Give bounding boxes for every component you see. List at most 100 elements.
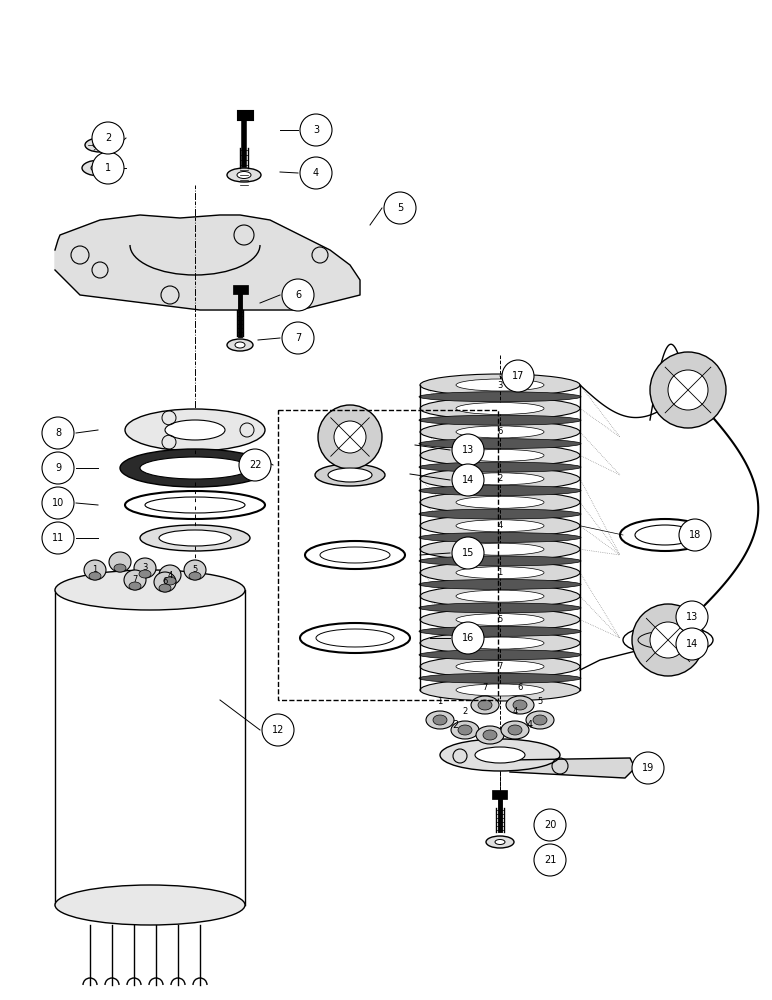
Ellipse shape bbox=[154, 572, 176, 592]
Ellipse shape bbox=[124, 570, 146, 590]
Ellipse shape bbox=[478, 700, 492, 710]
Ellipse shape bbox=[456, 496, 544, 508]
Circle shape bbox=[676, 628, 708, 660]
Ellipse shape bbox=[513, 700, 527, 710]
Text: 4: 4 bbox=[497, 521, 503, 530]
Ellipse shape bbox=[533, 715, 547, 725]
Circle shape bbox=[318, 405, 382, 469]
Text: 19: 19 bbox=[642, 763, 654, 773]
Ellipse shape bbox=[456, 637, 544, 649]
Ellipse shape bbox=[419, 462, 581, 472]
Ellipse shape bbox=[419, 532, 581, 542]
Ellipse shape bbox=[420, 585, 580, 607]
Ellipse shape bbox=[129, 582, 141, 590]
Ellipse shape bbox=[419, 556, 581, 566]
Ellipse shape bbox=[109, 552, 131, 572]
Text: 12: 12 bbox=[272, 725, 284, 735]
Text: 4: 4 bbox=[313, 168, 319, 178]
Ellipse shape bbox=[420, 632, 580, 654]
Circle shape bbox=[452, 537, 484, 569]
Text: 13: 13 bbox=[686, 612, 698, 622]
Ellipse shape bbox=[456, 567, 544, 579]
Text: 5: 5 bbox=[397, 203, 403, 213]
Circle shape bbox=[262, 714, 294, 746]
Ellipse shape bbox=[159, 584, 171, 592]
Ellipse shape bbox=[483, 730, 497, 740]
Text: 6: 6 bbox=[162, 578, 168, 586]
Ellipse shape bbox=[419, 439, 581, 449]
Ellipse shape bbox=[189, 572, 201, 580]
Circle shape bbox=[632, 752, 664, 784]
Ellipse shape bbox=[456, 614, 544, 626]
Text: 3: 3 bbox=[497, 380, 503, 389]
Ellipse shape bbox=[456, 590, 544, 602]
Ellipse shape bbox=[456, 379, 544, 391]
Ellipse shape bbox=[526, 711, 554, 729]
Ellipse shape bbox=[93, 141, 107, 148]
Text: 2: 2 bbox=[105, 133, 111, 143]
Text: 4: 4 bbox=[527, 720, 533, 730]
Ellipse shape bbox=[420, 468, 580, 490]
Ellipse shape bbox=[420, 444, 580, 466]
Text: 1: 1 bbox=[105, 163, 111, 173]
Ellipse shape bbox=[420, 491, 580, 513]
Ellipse shape bbox=[420, 609, 580, 631]
Ellipse shape bbox=[456, 402, 544, 414]
Ellipse shape bbox=[184, 560, 206, 580]
Circle shape bbox=[502, 360, 534, 392]
Bar bbox=[278, 410, 498, 700]
Circle shape bbox=[42, 522, 74, 554]
Circle shape bbox=[42, 487, 74, 519]
Ellipse shape bbox=[420, 374, 580, 396]
Text: 6: 6 bbox=[295, 290, 301, 300]
Polygon shape bbox=[510, 758, 635, 778]
Ellipse shape bbox=[140, 457, 250, 479]
Ellipse shape bbox=[165, 420, 225, 440]
Circle shape bbox=[452, 434, 484, 466]
Ellipse shape bbox=[227, 339, 253, 351]
Text: 22: 22 bbox=[249, 460, 261, 470]
Ellipse shape bbox=[55, 885, 245, 925]
Text: 21: 21 bbox=[543, 855, 556, 865]
Ellipse shape bbox=[501, 721, 529, 739]
Circle shape bbox=[679, 519, 711, 551]
Ellipse shape bbox=[433, 715, 447, 725]
Ellipse shape bbox=[495, 840, 505, 844]
Ellipse shape bbox=[420, 656, 580, 678]
Circle shape bbox=[534, 844, 566, 876]
Ellipse shape bbox=[114, 564, 126, 572]
Circle shape bbox=[282, 322, 314, 354]
Circle shape bbox=[42, 417, 74, 449]
Text: 1: 1 bbox=[93, 566, 97, 574]
Ellipse shape bbox=[508, 725, 522, 735]
Text: 1: 1 bbox=[438, 698, 442, 706]
Circle shape bbox=[334, 421, 366, 453]
Text: 7: 7 bbox=[295, 333, 301, 343]
Text: 6: 6 bbox=[497, 427, 503, 436]
Text: 11: 11 bbox=[52, 533, 64, 543]
Ellipse shape bbox=[456, 543, 544, 555]
Text: 13: 13 bbox=[462, 445, 474, 455]
Text: 6: 6 bbox=[517, 682, 523, 692]
Ellipse shape bbox=[159, 530, 231, 546]
Text: 2: 2 bbox=[462, 708, 468, 716]
Text: 14: 14 bbox=[686, 639, 698, 649]
Ellipse shape bbox=[134, 558, 156, 578]
Ellipse shape bbox=[85, 138, 115, 152]
Circle shape bbox=[668, 370, 708, 410]
Ellipse shape bbox=[82, 160, 118, 176]
Circle shape bbox=[300, 114, 332, 146]
Ellipse shape bbox=[237, 172, 251, 178]
Text: 1: 1 bbox=[497, 568, 503, 577]
Polygon shape bbox=[55, 215, 360, 310]
Text: 8: 8 bbox=[55, 428, 61, 438]
Ellipse shape bbox=[420, 397, 580, 419]
Text: 9: 9 bbox=[55, 463, 61, 473]
Ellipse shape bbox=[419, 673, 581, 683]
Text: 4: 4 bbox=[168, 570, 173, 580]
Ellipse shape bbox=[456, 449, 544, 461]
Ellipse shape bbox=[440, 739, 560, 771]
Circle shape bbox=[534, 809, 566, 841]
Ellipse shape bbox=[91, 163, 109, 172]
Text: 14: 14 bbox=[462, 475, 474, 485]
